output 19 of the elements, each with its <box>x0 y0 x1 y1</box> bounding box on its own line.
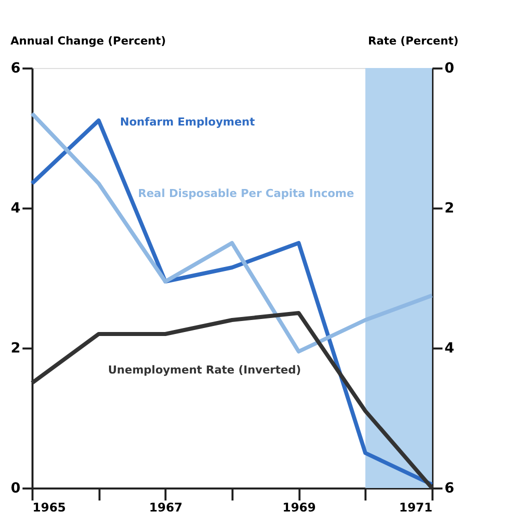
y2-tick-label: 0 <box>444 60 454 76</box>
text: Unemployment Rate (Inverted) <box>108 363 301 376</box>
text: Real Disposable Per Capita Income <box>138 187 354 200</box>
line-series <box>30 112 434 354</box>
y-tick-label: 2 <box>10 340 20 356</box>
y2-tick-label: 4 <box>444 340 454 356</box>
x-tick-label: 1967 <box>149 500 183 514</box>
y-tick-label: 4 <box>10 200 21 216</box>
line-series <box>30 118 434 486</box>
x-tick-label: 1965 <box>32 500 66 514</box>
series-label: Nonfarm Employment <box>120 116 255 129</box>
y2-axis-title: Rate (Percent) <box>368 34 458 48</box>
y-tick-label: 0 <box>10 480 21 496</box>
x-tick-label: 1969 <box>282 500 316 514</box>
y-axis-title: Annual Change (Percent) <box>10 34 166 48</box>
y2-tick-label: 6 <box>444 480 454 496</box>
x-tick-label: 1971 <box>399 500 432 514</box>
y-tick-label: 6 <box>10 60 20 76</box>
y2-tick-label: 2 <box>444 200 454 216</box>
